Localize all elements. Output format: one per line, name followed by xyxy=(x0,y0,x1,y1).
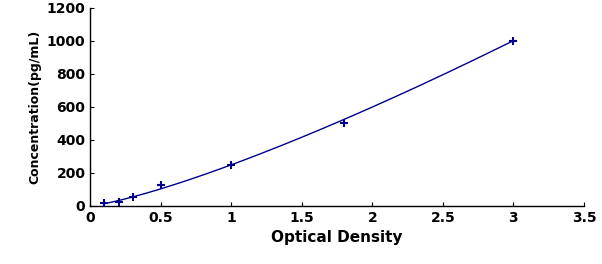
Y-axis label: Concentration(pg/mL): Concentration(pg/mL) xyxy=(28,30,41,184)
X-axis label: Optical Density: Optical Density xyxy=(272,230,403,245)
